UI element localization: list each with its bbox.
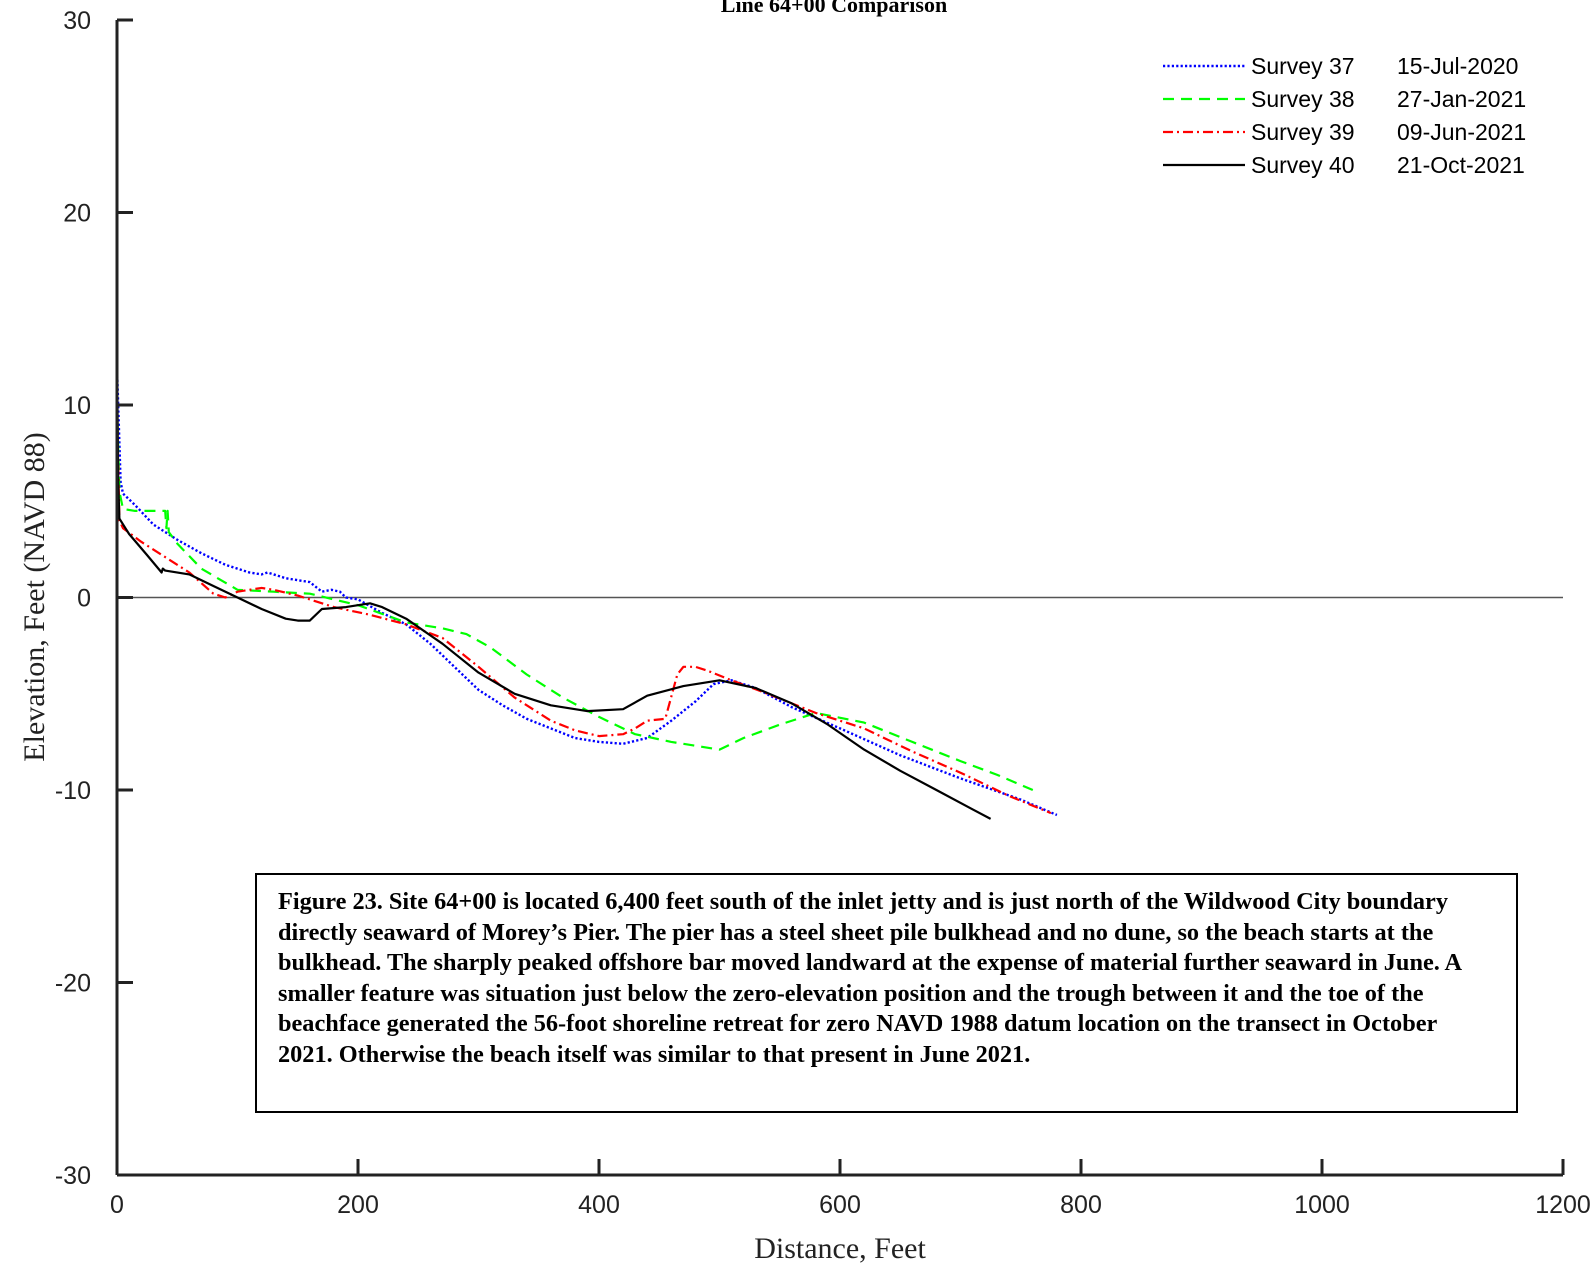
legend: Survey 37 15-Jul-2020 Survey 38 27-Jan-2021… [1163, 53, 1526, 178]
x-tick-label: 400 [578, 1191, 620, 1219]
series-line-4 [115, 352, 992, 820]
x-axis-label: Distance, Feet [754, 1232, 926, 1265]
x-tick-label: 200 [337, 1191, 379, 1219]
legend-series-name: Survey 38 [1251, 86, 1355, 112]
x-tick-label: 800 [1060, 1191, 1102, 1219]
x-tick-label: 1200 [1535, 1191, 1591, 1219]
y-axis-label: Elevation, Feet (NAVD 88) [18, 432, 51, 761]
y-tick-label: -10 [55, 777, 91, 805]
legend-series-name: Survey 37 [1251, 53, 1355, 79]
x-ticks: 0 200 400 600 800 1000 1200 [110, 1159, 1591, 1219]
legend-series-date: 21-Oct-2021 [1397, 152, 1525, 178]
legend-series-date: 09-Jun-2021 [1397, 119, 1526, 145]
legend-series-name: Survey 40 [1251, 152, 1355, 178]
x-tick-label: 600 [819, 1191, 861, 1219]
figure-caption: Figure 23. Site 64+00 is located 6,400 f… [255, 873, 1518, 1113]
y-tick-label: -30 [55, 1162, 91, 1190]
y-tick-label: 20 [63, 200, 91, 228]
y-ticks: -30 -20 -10 0 10 20 30 [55, 7, 133, 1190]
y-tick-label: 30 [63, 7, 91, 35]
x-tick-label: 0 [110, 1191, 124, 1219]
legend-series-date: 15-Jul-2020 [1397, 53, 1518, 79]
legend-series-date: 27-Jan-2021 [1397, 86, 1526, 112]
series-line-3 [115, 404, 1052, 815]
y-tick-label: -20 [55, 970, 91, 998]
y-tick-label: 0 [77, 585, 91, 613]
y-tick-label: 10 [63, 392, 91, 420]
x-tick-label: 1000 [1294, 1191, 1350, 1219]
series-layer [115, 352, 1058, 820]
chart-title: Line 64+00 Comparison [721, 0, 947, 17]
legend-series-name: Survey 39 [1251, 119, 1355, 145]
